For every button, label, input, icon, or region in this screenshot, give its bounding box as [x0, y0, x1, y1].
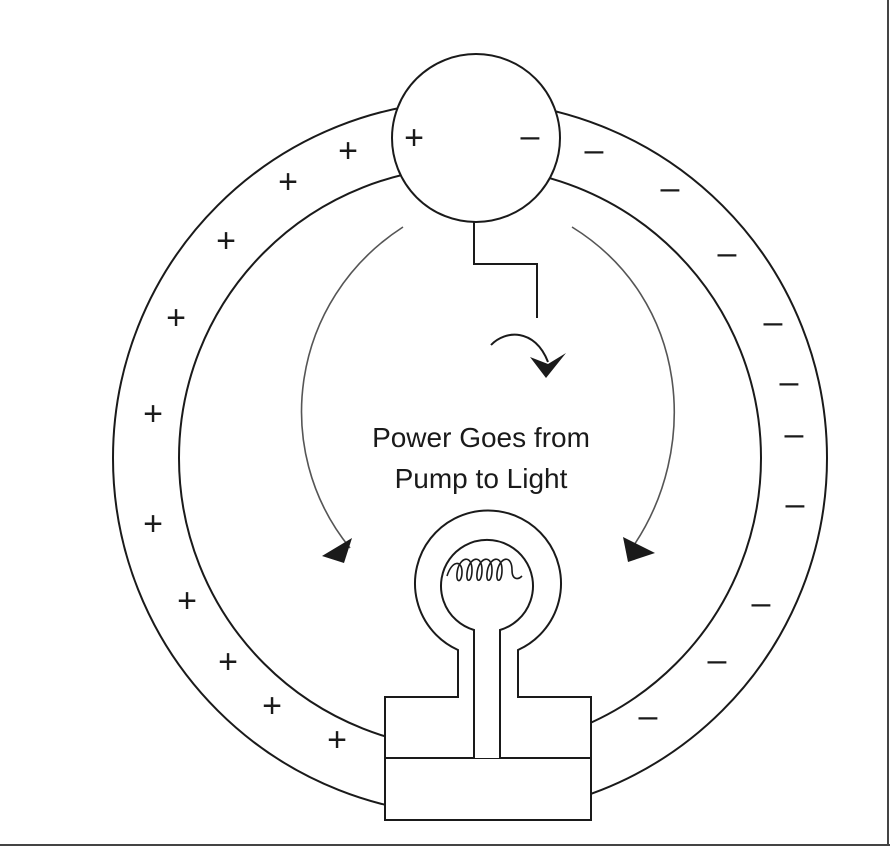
bulb-filament — [446, 558, 523, 582]
minus-charge: – — [780, 363, 799, 401]
caption-line-1: Power Goes from — [372, 422, 590, 453]
pump-plus-sign: + — [404, 119, 424, 157]
right-flow-arrowhead — [623, 537, 655, 562]
minus-charge: – — [752, 584, 771, 622]
bulb-glass-inner — [440, 538, 534, 758]
minus-charge: – — [764, 303, 783, 341]
plus-charge: + — [218, 643, 238, 681]
pump-circle — [391, 53, 561, 223]
left-flow-arrow — [300, 226, 404, 549]
minus-charge: – — [639, 697, 658, 735]
minus-charge: – — [718, 234, 737, 272]
plus-charge: + — [338, 132, 358, 170]
minus-charge: – — [786, 485, 805, 523]
crank-arrowhead — [530, 353, 566, 378]
plus-charge: + — [278, 163, 298, 201]
crank-rotation-arrow — [490, 333, 549, 363]
plus-charge: + — [262, 687, 282, 725]
plus-charge: + — [177, 582, 197, 620]
plus-charge: + — [166, 299, 186, 337]
plus-charge: + — [216, 222, 236, 260]
left-flow-arrowhead — [322, 538, 352, 563]
negative-charges: – – – – – – – – – – — [585, 131, 805, 735]
pump-crank — [473, 222, 538, 318]
plus-charge: + — [143, 505, 163, 543]
pump-minus-sign: – — [521, 117, 540, 155]
minus-charge: – — [708, 641, 727, 679]
minus-charge: – — [585, 131, 604, 169]
right-flow-arrow — [571, 226, 675, 549]
minus-charge: – — [661, 169, 680, 207]
plus-charge: + — [143, 395, 163, 433]
caption-line-2: Pump to Light — [395, 463, 568, 494]
plus-charge: + — [327, 721, 347, 759]
minus-charge: – — [785, 415, 804, 453]
positive-charges: + + + + + + + + + + — [143, 132, 358, 759]
